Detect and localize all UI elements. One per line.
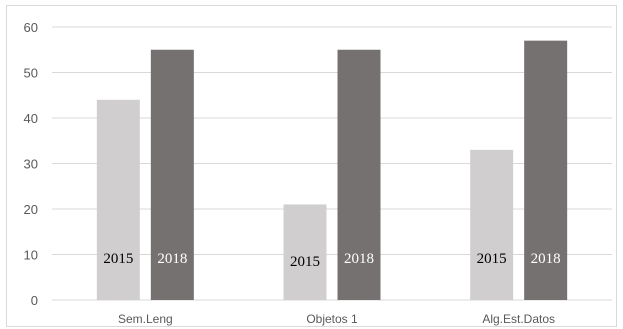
x-category-label: Alg.Est.Datos	[482, 312, 555, 326]
bar-2015-Alg.Est.Datos	[470, 149, 514, 300]
bar-year-label: 2018	[531, 251, 561, 267]
y-tick-label: 50	[24, 66, 38, 81]
gridlines	[52, 26, 612, 301]
bar-year-label: 2018	[157, 251, 187, 267]
y-tick-label: 10	[24, 248, 38, 263]
bar-2018-Alg.Est.Datos	[524, 40, 568, 301]
bar-2018-Objetos 1	[337, 49, 381, 300]
y-tick-label: 0	[31, 293, 38, 308]
y-tick-label: 60	[24, 20, 38, 35]
x-category-label: Sem.Leng	[118, 312, 173, 326]
bar-2018-Sem.Leng	[150, 49, 194, 300]
y-tick-label: 30	[24, 157, 38, 172]
y-tick-label: 40	[24, 111, 38, 126]
bar-year-label: 2015	[290, 254, 320, 270]
x-axis-categories: Sem.Leng Objetos 1 Alg.Est.Datos	[118, 312, 555, 326]
y-tick-label: 20	[24, 202, 38, 217]
bar-2015-Objetos 1	[283, 204, 327, 300]
y-axis-ticks: 0 10 20 30 40 50 60	[24, 20, 38, 308]
bar-year-label: 2015	[103, 251, 133, 267]
x-category-label: Objetos 1	[306, 312, 358, 326]
bar-year-label: 2015	[477, 251, 507, 267]
bar-year-label: 2018	[344, 251, 374, 267]
bars: 2015 2018 2015 2018 2015 2018	[96, 40, 568, 301]
bar-2015-Sem.Leng	[96, 99, 140, 300]
